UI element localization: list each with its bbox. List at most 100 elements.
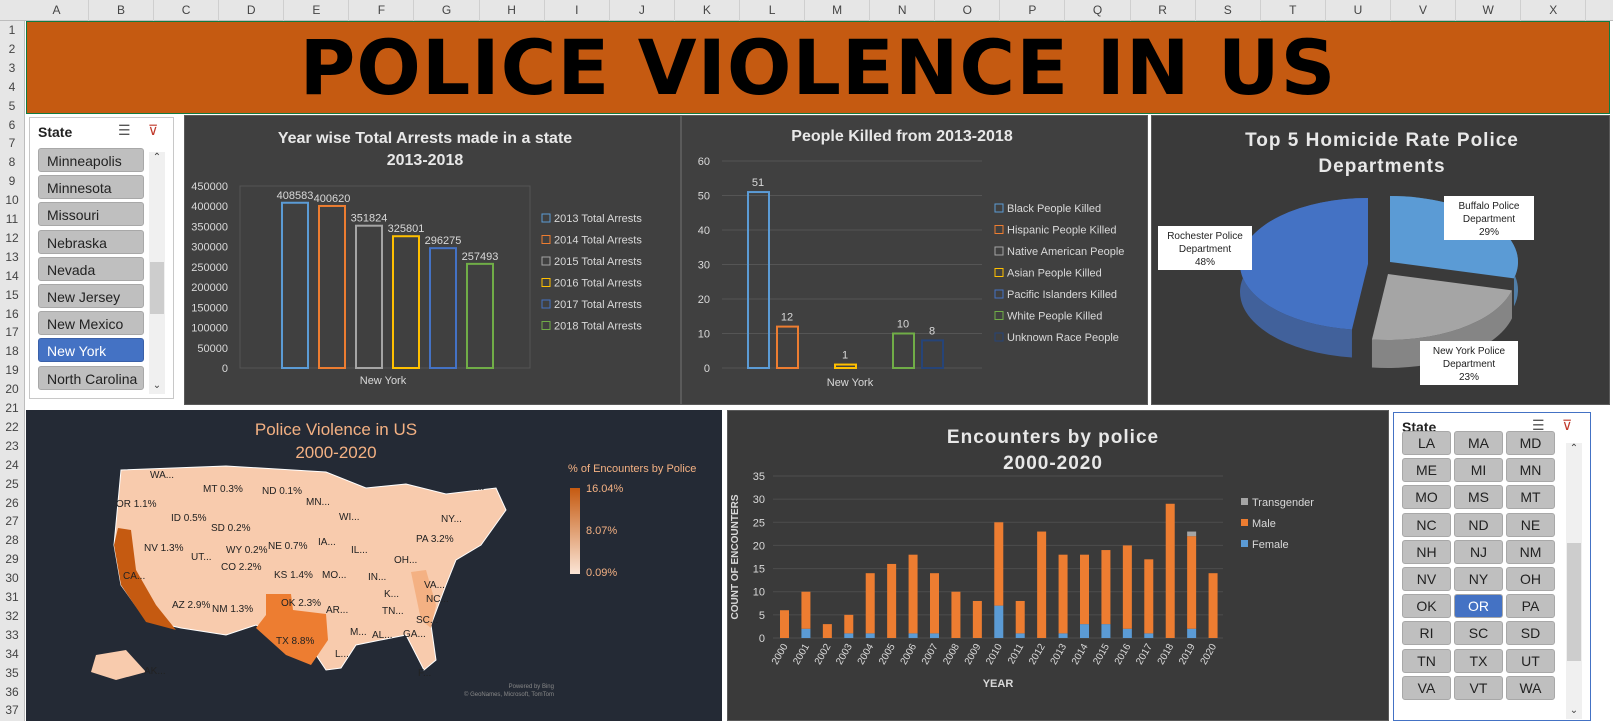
homicide-pie-chart[interactable]: Top 5 Homicide Rate Police Departments B… xyxy=(1151,115,1610,405)
slicer-item[interactable]: NY xyxy=(1454,567,1503,591)
row-header[interactable]: 7 xyxy=(8,136,16,151)
column-header[interactable]: L xyxy=(740,0,806,21)
column-header[interactable]: U xyxy=(1326,0,1391,21)
scroll-down-icon[interactable]: ⌄ xyxy=(1569,705,1579,716)
state-slicer-grid[interactable]: State ☰ ⊽ LA MA MD ME MI MN MO MS MT NC ND NE NH NJ NM… xyxy=(1393,412,1591,721)
row-header[interactable]: 22 xyxy=(5,419,19,434)
title-banner[interactable]: POLICE VIOLENCE IN US xyxy=(26,21,1610,114)
row-header[interactable]: 37 xyxy=(5,703,19,718)
row-header[interactable]: 31 xyxy=(5,590,19,604)
column-header[interactable]: P xyxy=(1000,0,1066,21)
slicer-item[interactable]: New York xyxy=(38,338,144,363)
slicer-item[interactable]: ME xyxy=(1402,458,1451,483)
column-header[interactable]: M xyxy=(805,0,871,21)
slicer-item[interactable]: VA xyxy=(1402,675,1451,700)
row-header[interactable]: 11 xyxy=(5,212,19,226)
people-killed-chart[interactable]: People Killed from 2013-2018 60 50 40 30 20 1… xyxy=(681,115,1148,405)
row-header[interactable]: 34 xyxy=(5,646,19,661)
clear-filter-icon[interactable]: ⊽ xyxy=(148,122,159,138)
slicer-item[interactable]: Minnesota xyxy=(38,175,144,200)
slicer-item[interactable]: OK xyxy=(1402,594,1451,619)
clear-filter-icon[interactable]: ⊽ xyxy=(1562,417,1573,433)
slicer-item[interactable]: VT xyxy=(1454,675,1503,700)
slicer-item[interactable]: NE xyxy=(1506,512,1555,537)
slicer-item[interactable]: Minneapolis xyxy=(38,148,144,172)
slicer-item[interactable]: PA xyxy=(1506,594,1555,619)
slicer-item[interactable]: New Jersey xyxy=(38,284,144,308)
column-header[interactable]: T xyxy=(1261,0,1326,21)
slicer-item[interactable]: Nebraska xyxy=(38,229,144,254)
row-header[interactable]: 25 xyxy=(5,476,19,491)
scroll-thumb[interactable] xyxy=(1567,543,1581,661)
column-header[interactable]: R xyxy=(1131,0,1196,21)
row-header[interactable]: 20 xyxy=(5,382,19,397)
row-header[interactable]: 35 xyxy=(5,665,19,680)
row-header[interactable]: 6 xyxy=(8,117,16,132)
slicer-item[interactable]: NJ xyxy=(1454,539,1503,564)
column-header[interactable]: W xyxy=(1456,0,1522,21)
slicer-item[interactable]: SC xyxy=(1454,621,1503,646)
row-header[interactable]: 8 xyxy=(8,155,16,170)
row-header[interactable]: 32 xyxy=(5,608,19,623)
row-header[interactable]: 23 xyxy=(5,438,19,453)
row-header[interactable]: 17 xyxy=(5,325,19,340)
slicer-item[interactable]: North Carolina xyxy=(38,365,144,390)
column-header[interactable]: C xyxy=(154,0,220,21)
slicer-item[interactable]: NC xyxy=(1402,512,1451,537)
slicer-item[interactable]: TX xyxy=(1454,648,1503,673)
arrests-chart[interactable]: Year wise Total Arrests made in a state … xyxy=(184,115,681,405)
slicer-scrollbar[interactable]: ⌃ ⌄ xyxy=(149,152,165,394)
row-header[interactable]: 10 xyxy=(5,193,19,208)
encounters-chart[interactable]: Encounters by police 2000-2020 35 30 25 20 1… xyxy=(727,410,1389,721)
column-header[interactable]: V xyxy=(1391,0,1457,21)
slicer-item[interactable]: MT xyxy=(1506,485,1555,510)
row-header[interactable]: 29 xyxy=(5,552,19,567)
slicer-item[interactable]: Nevada xyxy=(38,256,144,281)
slicer-item[interactable]: TN xyxy=(1402,648,1451,673)
slicer-item[interactable]: OR xyxy=(1454,594,1503,619)
row-header[interactable]: 27 xyxy=(5,514,19,529)
row-header[interactable]: 26 xyxy=(5,495,19,510)
slicer-item[interactable]: New Mexico xyxy=(38,311,144,336)
slicer-item[interactable]: OH xyxy=(1506,567,1555,591)
column-header[interactable]: J xyxy=(610,0,675,21)
row-header[interactable]: 14 xyxy=(5,268,19,283)
slicer-item[interactable]: SD xyxy=(1506,621,1555,646)
slicer-item[interactable]: NV xyxy=(1402,567,1451,591)
slicer-item[interactable]: LA xyxy=(1402,431,1451,455)
row-header[interactable]: 4 xyxy=(8,79,16,94)
column-header[interactable]: E xyxy=(284,0,350,21)
column-header[interactable]: N xyxy=(870,0,936,21)
column-header[interactable]: X xyxy=(1521,0,1587,21)
column-header[interactable]: A xyxy=(25,0,89,21)
column-header[interactable]: Q xyxy=(1066,0,1131,21)
multi-select-icon[interactable]: ☰ xyxy=(1532,417,1545,433)
slicer-item[interactable]: NH xyxy=(1402,539,1451,564)
slicer-item[interactable]: MA xyxy=(1454,431,1503,455)
row-header[interactable]: 13 xyxy=(5,249,19,264)
slicer-item[interactable]: Missouri xyxy=(38,202,144,227)
row-header[interactable]: 3 xyxy=(8,60,16,75)
row-header[interactable]: 1 xyxy=(8,23,16,37)
slicer-item[interactable]: MD xyxy=(1506,431,1555,455)
slicer-scrollbar[interactable]: ⌃ ⌄ xyxy=(1566,443,1582,719)
row-header[interactable]: 12 xyxy=(5,230,19,245)
slicer-item[interactable]: MS xyxy=(1454,485,1503,510)
slicer-item[interactable]: ND xyxy=(1454,512,1503,537)
multi-select-icon[interactable]: ☰ xyxy=(118,122,131,138)
scroll-thumb[interactable] xyxy=(150,262,164,314)
row-header[interactable]: 36 xyxy=(5,684,19,699)
row-header[interactable]: 19 xyxy=(5,363,19,378)
row-header[interactable]: 28 xyxy=(5,533,19,548)
row-header[interactable]: 33 xyxy=(5,627,19,642)
column-header[interactable]: I xyxy=(545,0,610,21)
row-header[interactable]: 5 xyxy=(8,98,16,113)
slicer-item[interactable]: MO xyxy=(1402,485,1451,510)
column-header[interactable]: B xyxy=(89,0,155,21)
slicer-item[interactable]: WA xyxy=(1506,675,1555,700)
column-header[interactable]: F xyxy=(349,0,415,21)
row-header[interactable]: 2 xyxy=(8,41,16,56)
state-slicer-list[interactable]: State ☰ ⊽ Minneapolis Minnesota Missouri Ne… xyxy=(29,117,174,399)
row-header[interactable]: 9 xyxy=(8,174,16,189)
row-header[interactable]: 24 xyxy=(5,457,19,472)
